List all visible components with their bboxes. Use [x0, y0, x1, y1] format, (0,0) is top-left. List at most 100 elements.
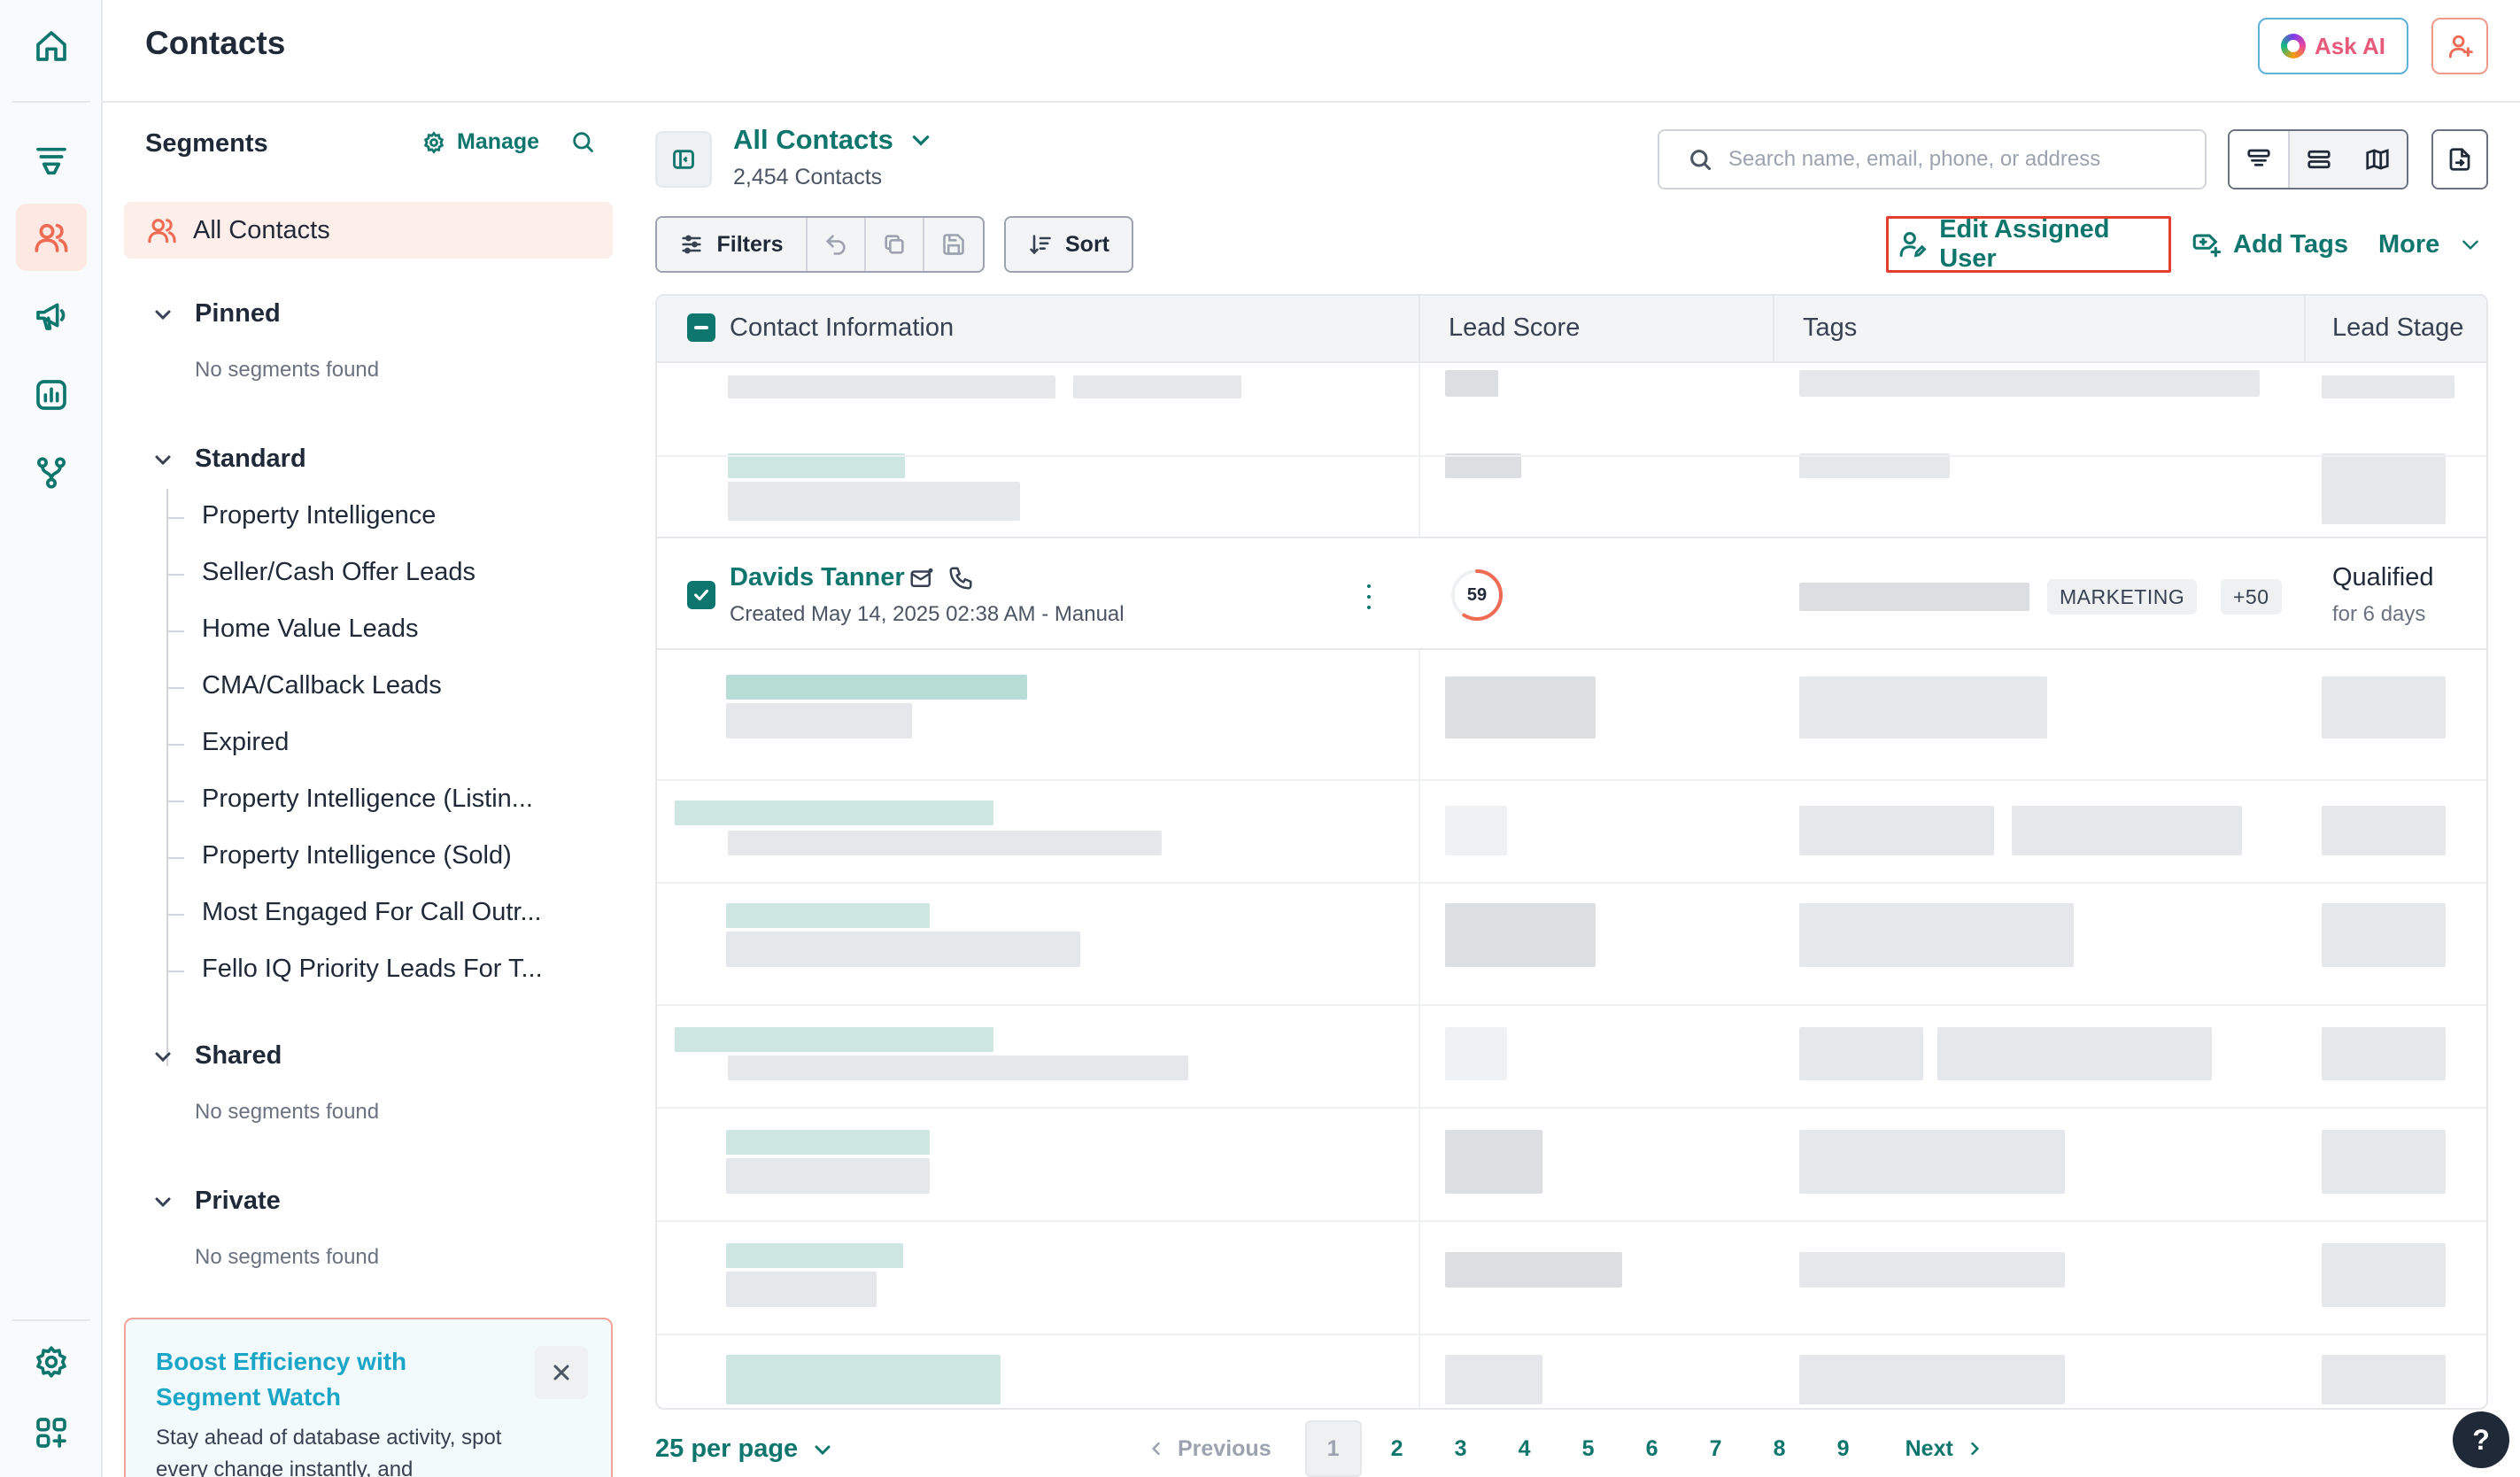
ask-ai-button[interactable]: Ask AI — [2258, 18, 2408, 74]
segment-item[interactable]: Most Engaged For Call Outr... — [166, 898, 542, 926]
more-tags-badge[interactable]: +50 — [2221, 579, 2282, 615]
segment-item[interactable]: Fello IQ Priority Leads For T... — [166, 955, 543, 983]
email-icon[interactable] — [908, 565, 935, 592]
view-mode-funnel[interactable] — [2230, 131, 2290, 188]
page-title: Contacts — [145, 25, 286, 61]
empty-text: No segments found — [195, 358, 380, 382]
more-label: More — [2378, 229, 2440, 259]
export-button[interactable] — [2431, 129, 2488, 189]
page-number[interactable]: 3 — [1454, 1435, 1467, 1461]
edit-assigned-user-button[interactable]: Edit Assigned User — [1886, 215, 2171, 273]
group-shared-toggle[interactable]: Shared — [152, 1041, 282, 1071]
chevron-down-icon — [155, 1052, 171, 1062]
analytics-icon[interactable] — [16, 361, 87, 429]
segment-search-button[interactable] — [570, 129, 595, 159]
help-button[interactable]: ? — [2453, 1411, 2509, 1468]
filters-label: Filters — [716, 231, 784, 257]
rail-divider — [12, 1319, 90, 1321]
next-page-button[interactable]: Next — [1905, 1436, 1983, 1462]
manage-segments-button[interactable]: Manage — [421, 129, 539, 155]
close-icon — [553, 1365, 569, 1380]
group-private-toggle[interactable]: Private — [152, 1187, 281, 1216]
edit-assigned-label: Edit Assigned User — [1939, 215, 2110, 273]
empty-text: No segments found — [195, 1245, 380, 1269]
check-icon — [694, 589, 708, 601]
page-number[interactable]: 2 — [1390, 1435, 1403, 1461]
column-divider — [1418, 296, 1420, 363]
sort-button[interactable]: Sort — [1004, 216, 1133, 273]
promo-body: Stay ahead of database activity, spot ev… — [156, 1426, 502, 1477]
group-label: Standard — [195, 445, 306, 473]
sliders-icon — [682, 235, 702, 254]
phone-icon[interactable] — [947, 565, 974, 592]
workflow-icon[interactable] — [16, 439, 87, 507]
toggle-segments-panel-button[interactable] — [655, 131, 712, 188]
segment-item[interactable]: Property Intelligence (Listin... — [166, 785, 533, 813]
view-mode-switch — [2228, 129, 2408, 189]
home-icon[interactable] — [16, 12, 87, 80]
add-apps-icon[interactable] — [16, 1399, 87, 1466]
segment-item[interactable]: Property Intelligence (Sold) — [166, 841, 512, 870]
segment-all-contacts[interactable]: All Contacts — [124, 202, 613, 259]
contacts-icon[interactable] — [16, 204, 87, 271]
save-icon — [943, 234, 964, 255]
row-actions-menu-icon[interactable] — [1362, 581, 1376, 613]
duplicate-button[interactable] — [866, 218, 924, 271]
more-actions-button[interactable]: More — [2378, 216, 2482, 273]
save-view-button[interactable] — [924, 218, 983, 271]
empty-text: No segments found — [195, 1100, 380, 1124]
column-header[interactable]: Contact Information — [730, 313, 955, 342]
add-contact-button[interactable] — [2431, 18, 2488, 74]
page-number[interactable]: 6 — [1645, 1435, 1658, 1461]
funnel-icon[interactable] — [16, 128, 87, 195]
undo-icon — [825, 235, 846, 255]
view-mode-map[interactable] — [2348, 131, 2407, 188]
segment-item[interactable]: Expired — [166, 728, 290, 756]
select-all-checkbox[interactable] — [687, 313, 715, 342]
page-number[interactable]: 5 — [1581, 1435, 1595, 1461]
undo-button[interactable] — [808, 218, 866, 271]
search-input[interactable] — [1728, 147, 2171, 172]
add-tags-button[interactable]: Add Tags — [2191, 216, 2348, 273]
tree-connector — [166, 489, 168, 1066]
page-number[interactable]: 4 — [1518, 1435, 1531, 1461]
map-icon — [2366, 149, 2389, 170]
filters-button[interactable]: Filters — [657, 218, 808, 271]
row-checkbox[interactable] — [687, 581, 715, 609]
chevron-down-icon — [155, 455, 171, 465]
view-selector[interactable]: All Contacts — [733, 124, 932, 156]
group-label: Private — [195, 1187, 281, 1215]
settings-icon[interactable] — [16, 1328, 87, 1396]
per-page-selector[interactable]: 25 per page — [655, 1434, 833, 1464]
page-number[interactable]: 7 — [1709, 1435, 1722, 1461]
column-header[interactable]: Lead Score — [1449, 313, 1581, 342]
chevron-down-icon — [815, 1445, 831, 1455]
next-label: Next — [1905, 1435, 1953, 1461]
contacts-table: Contact Information Lead Score Tags Lead… — [655, 294, 2488, 1410]
page-number[interactable]: 8 — [1773, 1435, 1786, 1461]
page-number[interactable]: 9 — [1836, 1435, 1850, 1461]
previous-page-button[interactable]: Previous — [1148, 1436, 1272, 1462]
table-row[interactable]: Davids Tanner Created May 14, 2025 02:38… — [657, 537, 2486, 650]
tag-badge[interactable]: MARKETING — [2047, 579, 2198, 615]
segment-item[interactable]: CMA/Callback Leads — [166, 671, 442, 700]
segment-item[interactable]: Home Value Leads — [166, 615, 419, 643]
contact-search — [1658, 129, 2207, 189]
group-standard-toggle[interactable]: Standard — [152, 445, 306, 474]
segment-item[interactable]: Seller/Cash Offer Leads — [166, 558, 475, 586]
chevron-down-icon — [155, 1197, 171, 1207]
column-divider — [2304, 296, 2306, 363]
segment-label: All Contacts — [193, 215, 330, 244]
column-header[interactable]: Tags — [1803, 313, 1858, 342]
view-mode-list[interactable] — [2290, 131, 2348, 188]
promo-close-button[interactable] — [535, 1346, 588, 1399]
chevron-down-icon — [155, 310, 171, 320]
column-header[interactable]: Lead Stage — [2332, 313, 2464, 342]
segment-watch-promo: Boost Efficiency with Segment Watch Stay… — [124, 1318, 613, 1477]
contact-name-link[interactable]: Davids Tanner — [730, 563, 905, 592]
segment-item[interactable]: Property Intelligence — [166, 501, 437, 530]
megaphone-icon[interactable] — [16, 282, 87, 349]
group-pinned-toggle[interactable]: Pinned — [152, 299, 281, 329]
group-label: Pinned — [195, 299, 281, 328]
page-number[interactable]: 1 — [1304, 1420, 1362, 1477]
